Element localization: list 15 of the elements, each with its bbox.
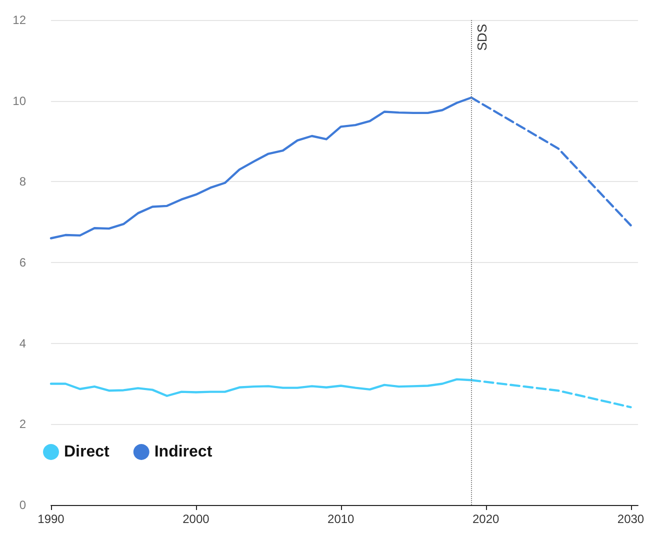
- x-tick-label: 2030: [617, 512, 644, 526]
- x-tick-label: 2020: [472, 512, 500, 526]
- x-tick-label: 2010: [328, 512, 355, 526]
- y-tick-label: 10: [12, 94, 26, 108]
- x-tick-label: 2000: [182, 512, 210, 526]
- y-tick-label: 2: [19, 417, 26, 432]
- y-tick-label: 12: [12, 13, 26, 27]
- y-tick-label: 0: [19, 498, 26, 512]
- y-tick-label: 6: [19, 256, 26, 270]
- x-tick-label: 1990: [38, 512, 65, 526]
- y-tick-label: 8: [19, 174, 26, 189]
- legend-label: Direct: [64, 444, 110, 460]
- legend-label: Indirect: [154, 444, 213, 460]
- y-tick-label: 4: [19, 336, 26, 350]
- ref-line-label: SDS: [474, 24, 490, 51]
